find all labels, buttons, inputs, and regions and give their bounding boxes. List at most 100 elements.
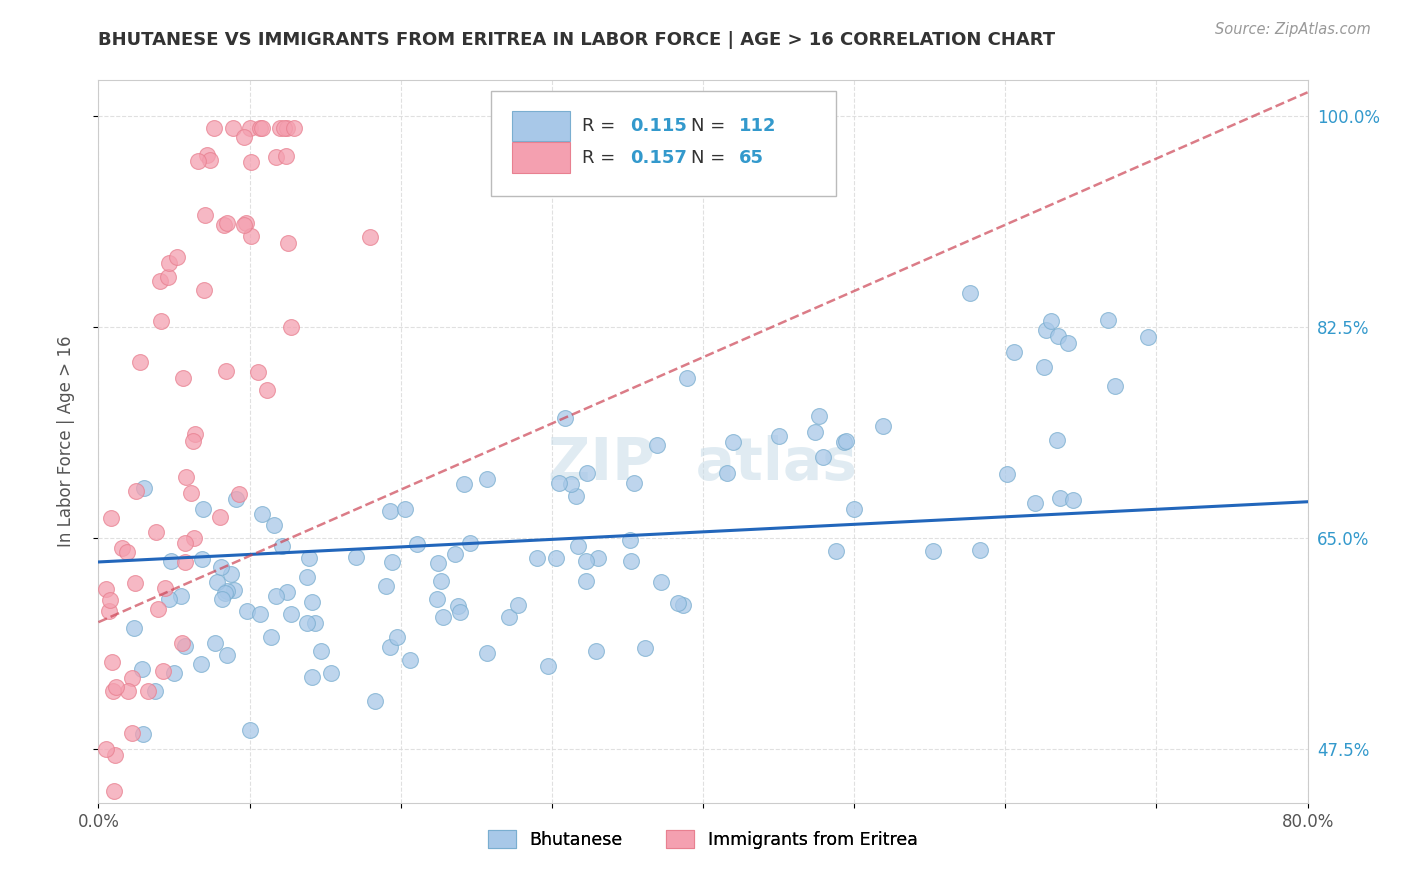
Point [170,636,193,650]
Point [143,684,166,698]
Point [273,121,295,136]
Point [159,554,181,568]
Point [620,554,643,568]
Point [304,616,326,631]
Point [111,541,134,555]
Point [921,544,943,558]
Point [1097,313,1119,327]
Point [586,551,609,566]
Point [215,648,238,662]
FancyBboxPatch shape [512,111,569,141]
Point [453,476,475,491]
Point [145,525,167,540]
Text: N =: N = [690,149,731,167]
Point [995,467,1018,482]
Point [554,411,576,425]
Point [623,475,645,490]
Point [378,640,401,654]
Point [276,584,298,599]
Point [211,592,233,607]
Point [191,552,214,566]
Point [101,683,124,698]
Point [666,596,689,610]
Point [132,481,155,495]
Point [804,425,827,439]
Point [526,550,548,565]
Point [166,250,188,264]
Point [872,419,894,434]
Point [174,640,197,654]
Point [398,652,420,666]
Point [105,680,128,694]
Point [449,605,471,619]
Point [575,574,598,588]
Point [394,501,416,516]
Point [374,579,396,593]
Point [344,550,367,565]
Point [124,575,146,590]
Point [301,670,323,684]
Point [235,603,257,617]
Point [560,477,582,491]
Y-axis label: In Labor Force | Age > 16: In Labor Force | Age > 16 [56,335,75,548]
Point [297,615,319,630]
Point [125,484,148,499]
Point [152,664,174,678]
Point [256,383,278,397]
Point [209,510,232,524]
Point [170,589,193,603]
Point [204,635,226,649]
Point [619,533,641,547]
Point [645,438,668,452]
Point [813,450,835,465]
Point [97,604,120,618]
Point [280,607,302,621]
Point [180,485,202,500]
Point [283,121,305,136]
Point [121,671,143,685]
Point [94,741,117,756]
Point [250,121,273,136]
FancyBboxPatch shape [512,143,569,173]
Point [567,539,589,553]
Point [576,466,599,480]
Point [575,554,598,568]
Point [157,592,180,607]
Point [430,574,453,589]
Point [276,121,298,136]
Point [360,230,382,244]
Point [260,630,283,644]
Point [240,228,263,243]
Point [832,434,855,449]
Point [96,582,118,596]
Point [117,544,139,558]
Point [1062,492,1084,507]
Point [217,216,239,230]
Point [224,583,246,598]
Text: R =: R = [582,149,621,167]
Point [508,599,530,613]
Point [1046,329,1069,343]
Point [277,235,299,250]
Text: N =: N = [690,117,731,135]
Point [148,808,170,822]
Point [249,121,271,136]
Point [207,574,229,589]
Point [672,599,695,613]
Point [212,218,235,232]
Point [1046,433,1069,447]
Point [233,129,256,144]
Point [215,363,238,377]
Point [280,319,302,334]
Point [103,783,125,797]
Point [100,510,122,524]
Point [297,570,319,584]
Point [634,640,657,655]
Point [233,218,256,232]
Point [381,555,404,569]
Point [222,121,245,136]
Point [249,607,271,621]
Point [214,586,236,600]
Point [121,726,143,740]
Point [498,610,520,624]
